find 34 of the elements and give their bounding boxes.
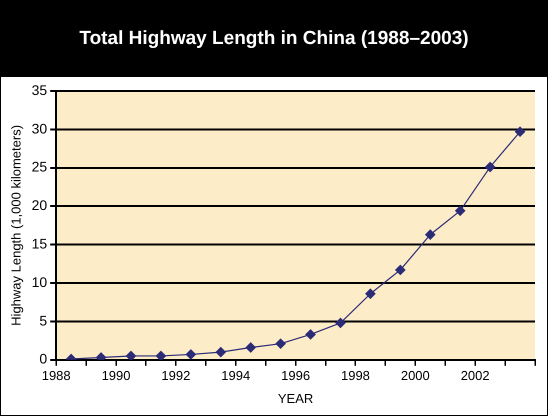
x-axis-title: YEAR	[278, 390, 314, 406]
point	[425, 230, 436, 240]
point	[186, 349, 196, 360]
point	[514, 126, 526, 137]
point	[246, 342, 256, 353]
x-tick-label: 2002	[460, 368, 490, 384]
y-tick-label: 20	[32, 197, 48, 214]
point	[96, 352, 106, 360]
point	[395, 264, 406, 276]
x-tick-label: 1996	[281, 368, 310, 384]
point	[365, 288, 376, 299]
y-tick-label: 30	[32, 120, 48, 136]
y-tick-label: 10	[32, 274, 48, 290]
x-tick-label: 1988	[42, 368, 71, 384]
point	[335, 318, 346, 328]
x-tick-label: 1994	[221, 368, 250, 384]
point	[455, 206, 466, 216]
y-tick-label: 5	[39, 312, 48, 328]
x-tick-label: 1992	[161, 368, 190, 384]
y-tick-label: 0	[39, 350, 48, 367]
point	[305, 329, 316, 340]
point	[276, 338, 286, 349]
point	[485, 162, 496, 172]
y-axis-title: Highway Length (1,000 kilometers)	[8, 124, 24, 326]
y-tick-label: 15	[32, 235, 48, 252]
point	[156, 350, 166, 360]
chart-title: Total Highway Length in China (1988–2003)	[1, 1, 547, 77]
point	[126, 350, 136, 360]
x-tick-label: 2000	[400, 368, 430, 384]
y-tick-label: 35	[32, 82, 48, 98]
point	[216, 347, 226, 358]
x-tick-label: 1990	[102, 368, 130, 384]
x-tick-label: 1998	[340, 368, 370, 384]
y-tick-label: 25	[32, 158, 48, 175]
